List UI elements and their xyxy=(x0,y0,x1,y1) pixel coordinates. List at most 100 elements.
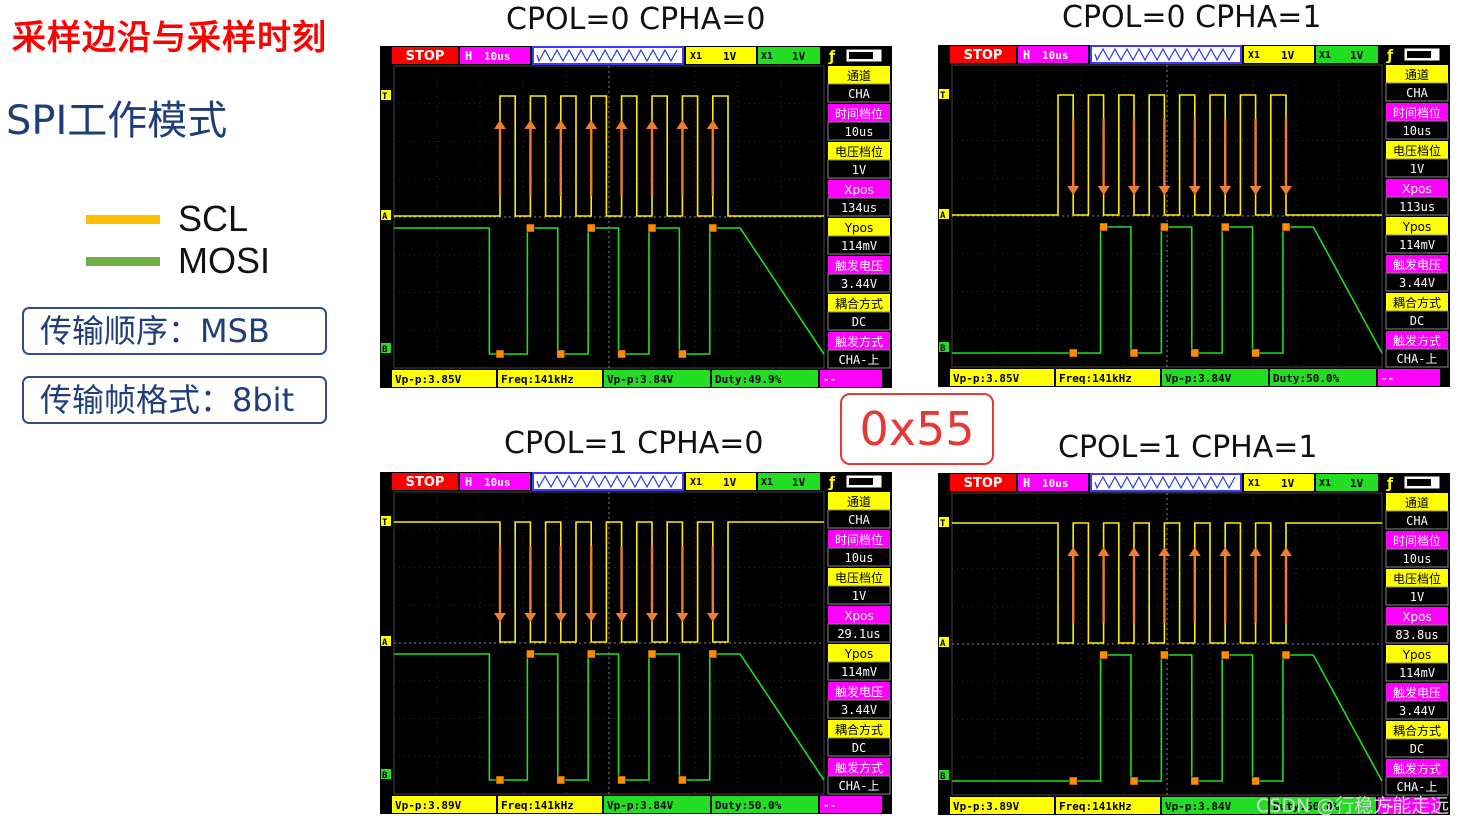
side-item-title: Ypos xyxy=(1402,220,1432,234)
measure-cell xyxy=(392,796,496,813)
battery-level xyxy=(1407,479,1431,486)
measure-text: Duty:50.0% xyxy=(1273,372,1340,385)
measure-cell xyxy=(712,370,818,387)
side-item-title: 触发方式 xyxy=(835,760,883,775)
scope-svg: STOP H 10us X1 1V X1 1V ƒ T A B 通道 CHA 时间档位 10us 电压档位 1V… xyxy=(380,472,892,814)
h-label: H xyxy=(465,475,472,489)
side-item-title: 时间档位 xyxy=(835,532,883,547)
measure-text: Duty:50.0% xyxy=(715,799,782,812)
measure-text: Duty:50.0% xyxy=(1273,800,1340,813)
side-item-value: CHA-上 xyxy=(1397,352,1438,366)
measure-text: Duty:49.9% xyxy=(715,373,782,386)
sample-edge-arrowhead xyxy=(1188,186,1201,195)
side-item-body xyxy=(1385,82,1449,102)
side-item-value: 134us xyxy=(841,201,877,215)
side-item-value: DC xyxy=(852,315,866,329)
sample-edge-arrowhead xyxy=(1280,186,1292,195)
side-item-value: 1V xyxy=(852,163,866,177)
legend-item-scl: SCL xyxy=(86,198,248,240)
ch2-scale: 1V xyxy=(792,50,806,63)
side-item-title: 耦合方式 xyxy=(1393,295,1441,310)
side-item-body xyxy=(1385,510,1449,530)
scl-trace xyxy=(952,522,1382,644)
measure-text: -- xyxy=(823,373,836,386)
trigger-marker-label: T xyxy=(382,92,388,102)
chb-marker-label: B xyxy=(940,344,946,354)
legend-item-mosi: MOSI xyxy=(86,240,270,282)
side-item-body xyxy=(827,737,891,757)
side-item-title: Ypos xyxy=(844,647,874,661)
scl-trace xyxy=(952,94,1382,216)
side-item-body xyxy=(827,699,891,719)
ch1-scale: 1V xyxy=(723,50,737,63)
sample-point-marker xyxy=(1190,776,1200,786)
side-item-value: 1V xyxy=(1410,162,1424,176)
timebase-badge xyxy=(460,473,530,490)
sample-point-marker xyxy=(495,775,505,785)
side-item-value: 10us xyxy=(1403,124,1432,138)
sample-point-marker xyxy=(1281,222,1291,232)
timebase-text: 10us xyxy=(1042,477,1069,490)
side-item-title: 时间档位 xyxy=(835,106,883,121)
status-badge xyxy=(950,474,1016,491)
scl-legend-line xyxy=(86,214,160,224)
trigger-edge-icon: ƒ xyxy=(828,49,836,65)
side-item-title: 通道 xyxy=(847,495,871,509)
side-item-value: 114mV xyxy=(841,665,877,679)
measure-text: Vp-p:3.89V xyxy=(395,799,462,812)
oscilloscope-mode1: STOP H 10us X1 1V X1 1V ƒ T A B 通道 CHA 时间档位 10us 电压档位 1V… xyxy=(938,45,1450,387)
side-item-value: CHA xyxy=(1406,86,1428,100)
side-item-value: 114mV xyxy=(1399,238,1435,252)
sample-point-marker xyxy=(1251,776,1260,786)
sample-point-marker xyxy=(1281,650,1291,660)
trigger-marker xyxy=(381,90,391,100)
side-item-value: CHA-上 xyxy=(1397,780,1438,794)
side-item-value: CHA xyxy=(1406,514,1428,528)
mosi-trace xyxy=(394,653,825,781)
sample-point-marker xyxy=(647,223,657,233)
trigger-marker xyxy=(381,516,391,526)
trigger-marker xyxy=(939,89,949,99)
side-item-header xyxy=(1386,331,1448,349)
sample-point-marker xyxy=(617,349,626,359)
side-item-title: Xpos xyxy=(844,183,873,197)
side-item-title: 电压档位 xyxy=(835,144,883,159)
side-item-title: 触发电压 xyxy=(835,258,883,273)
cha-marker xyxy=(939,209,949,219)
measure-text: Vp-p:3.84V xyxy=(607,373,674,386)
panel-title-mode1: CPOL=0 CPHA=1 xyxy=(1062,0,1322,35)
chb-marker-label: B xyxy=(382,345,388,355)
cha-marker xyxy=(381,636,391,646)
side-item-body xyxy=(1385,272,1449,292)
side-item-body xyxy=(827,585,891,605)
side-item-header xyxy=(1386,65,1448,83)
ch1-scale: 1V xyxy=(1281,49,1295,62)
mosi-legend-line xyxy=(86,256,160,266)
side-item-value: 3.44V xyxy=(1399,276,1435,290)
ch2-scale-badge xyxy=(758,473,820,490)
measure-text: Freq:141kHz xyxy=(1059,372,1132,385)
side-item-title: Xpos xyxy=(1402,182,1431,196)
side-item-body xyxy=(827,235,891,255)
measure-text: Vp-p:3.84V xyxy=(607,799,674,812)
side-item-body xyxy=(827,509,891,529)
side-item-value: 3.44V xyxy=(1399,704,1435,718)
sample-point-marker xyxy=(678,775,687,785)
side-item-header xyxy=(1386,683,1448,701)
timebase-text: 10us xyxy=(484,50,511,63)
measure-cell xyxy=(1056,797,1160,814)
measure-cell xyxy=(820,796,882,813)
side-item-body xyxy=(1385,120,1449,140)
side-item-title: 耦合方式 xyxy=(1393,723,1441,738)
side-item-value: 113us xyxy=(1399,200,1435,214)
legend-label-scl: SCL xyxy=(178,198,249,239)
timebase-text: 10us xyxy=(484,476,511,489)
side-item-header xyxy=(1386,179,1448,197)
sample-edge-arrowhead xyxy=(1128,186,1140,195)
trigger-marker xyxy=(939,517,949,527)
trigger-marker-label: T xyxy=(940,91,946,101)
trigger-edge-icon: ƒ xyxy=(1386,48,1394,64)
sample-edge-arrowhead xyxy=(615,613,628,622)
measure-cell xyxy=(1162,369,1268,386)
side-item-title: 触发电压 xyxy=(1393,685,1441,700)
